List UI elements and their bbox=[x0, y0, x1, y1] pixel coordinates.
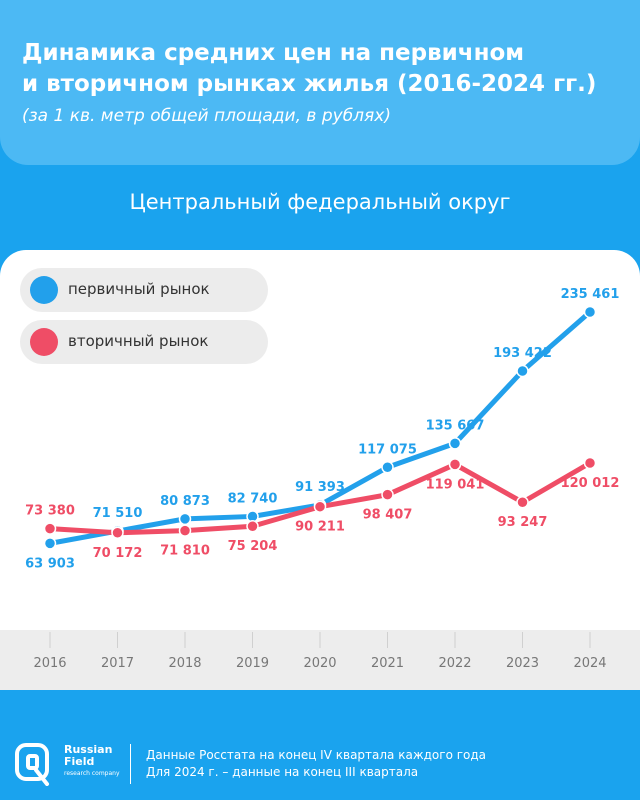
footer: Russian Field research company Данные Ро… bbox=[0, 720, 640, 800]
data-label-secondary: 120 012 bbox=[561, 476, 620, 491]
data-point-secondary bbox=[583, 456, 597, 470]
brand-line-1: Russian bbox=[64, 743, 113, 756]
legend-item-primary: первичный рынок bbox=[20, 268, 268, 312]
data-point-secondary bbox=[448, 458, 462, 471]
legend-dot-secondary bbox=[30, 328, 58, 356]
data-point-secondary bbox=[381, 488, 394, 501]
legend-dot-primary bbox=[30, 276, 58, 304]
data-label-primary: 63 903 bbox=[25, 556, 75, 571]
brand-line-2: Field bbox=[64, 755, 95, 768]
data-point-primary bbox=[583, 305, 597, 319]
data-label-primary: 193 422 bbox=[493, 346, 552, 361]
data-point-secondary bbox=[246, 519, 259, 533]
brand-line-3: research company bbox=[64, 770, 120, 777]
data-point-secondary bbox=[43, 522, 57, 535]
data-point-secondary bbox=[111, 526, 124, 540]
legend-label-secondary: вторичный рынок bbox=[68, 332, 209, 350]
data-label-secondary: 90 211 bbox=[295, 520, 345, 535]
brand-name: Russian Field research company bbox=[64, 744, 120, 780]
data-point-primary bbox=[381, 461, 394, 474]
title-line-2: и вторичном рынках жилья (2016-2024 гг.) bbox=[22, 71, 597, 97]
data-label-primary: 235 461 bbox=[561, 287, 620, 302]
x-tick-label: 2024 bbox=[573, 656, 606, 671]
x-tick-label: 2016 bbox=[33, 656, 66, 671]
data-point-primary bbox=[178, 512, 192, 526]
data-label-secondary: 71 810 bbox=[160, 544, 210, 559]
data-point-secondary bbox=[313, 500, 327, 513]
x-tick-label: 2023 bbox=[506, 656, 539, 671]
data-point-secondary bbox=[516, 495, 529, 509]
data-label-primary: 82 740 bbox=[228, 491, 278, 506]
data-point-secondary bbox=[178, 524, 192, 537]
line-chart: 2016 2017 2018 2019 2020 2021 2022 2023 2024 63 9… bbox=[25, 287, 620, 671]
footer-divider bbox=[130, 744, 131, 784]
legend-item-secondary: вторичный рынок bbox=[20, 320, 268, 364]
page-subtitle: (за 1 кв. метр общей площади, в рублях) bbox=[22, 106, 391, 126]
x-tick-label: 2018 bbox=[168, 656, 201, 671]
source-note: Данные Росстата на конец IV квартала каж… bbox=[146, 747, 486, 781]
page-title: Динамика средних цен на первичном и втор… bbox=[22, 38, 622, 100]
data-label-secondary: 119 041 bbox=[426, 477, 485, 492]
data-label-secondary: 70 172 bbox=[93, 546, 143, 561]
data-label-primary: 91 393 bbox=[295, 480, 345, 495]
data-label-primary: 117 075 bbox=[358, 442, 417, 457]
x-tick-label: 2020 bbox=[303, 656, 336, 671]
header-banner: Динамика средних цен на первичном и втор… bbox=[0, 0, 640, 165]
x-tick-label: 2022 bbox=[438, 656, 471, 671]
data-point-primary bbox=[516, 364, 529, 378]
data-label-primary: 80 873 bbox=[160, 494, 210, 509]
data-label-secondary: 98 407 bbox=[363, 508, 413, 523]
title-line-1: Динамика средних цен на первичном bbox=[22, 40, 525, 66]
x-tick-label: 2019 bbox=[236, 656, 269, 671]
legend-label-primary: первичный рынок bbox=[68, 280, 210, 298]
data-label-secondary: 73 380 bbox=[25, 504, 75, 519]
chart-card: первичный рынок вторичный рынок bbox=[0, 250, 640, 690]
brand-logo bbox=[14, 742, 58, 786]
x-tick-label: 2017 bbox=[101, 656, 134, 671]
region-title: Центральный федеральный округ bbox=[129, 190, 511, 214]
data-label-secondary: 75 204 bbox=[228, 539, 278, 554]
source-line-2: Для 2024 г. – данные на конец III кварта… bbox=[146, 765, 419, 779]
source-line-1: Данные Росстата на конец IV квартала каж… bbox=[146, 748, 487, 762]
data-label-primary: 71 510 bbox=[93, 506, 143, 521]
data-label-primary: 135 667 bbox=[426, 418, 485, 433]
data-point-primary bbox=[448, 437, 462, 450]
data-point-primary bbox=[43, 537, 57, 550]
data-label-secondary: 93 247 bbox=[498, 515, 548, 530]
x-tick-label: 2021 bbox=[371, 656, 404, 671]
